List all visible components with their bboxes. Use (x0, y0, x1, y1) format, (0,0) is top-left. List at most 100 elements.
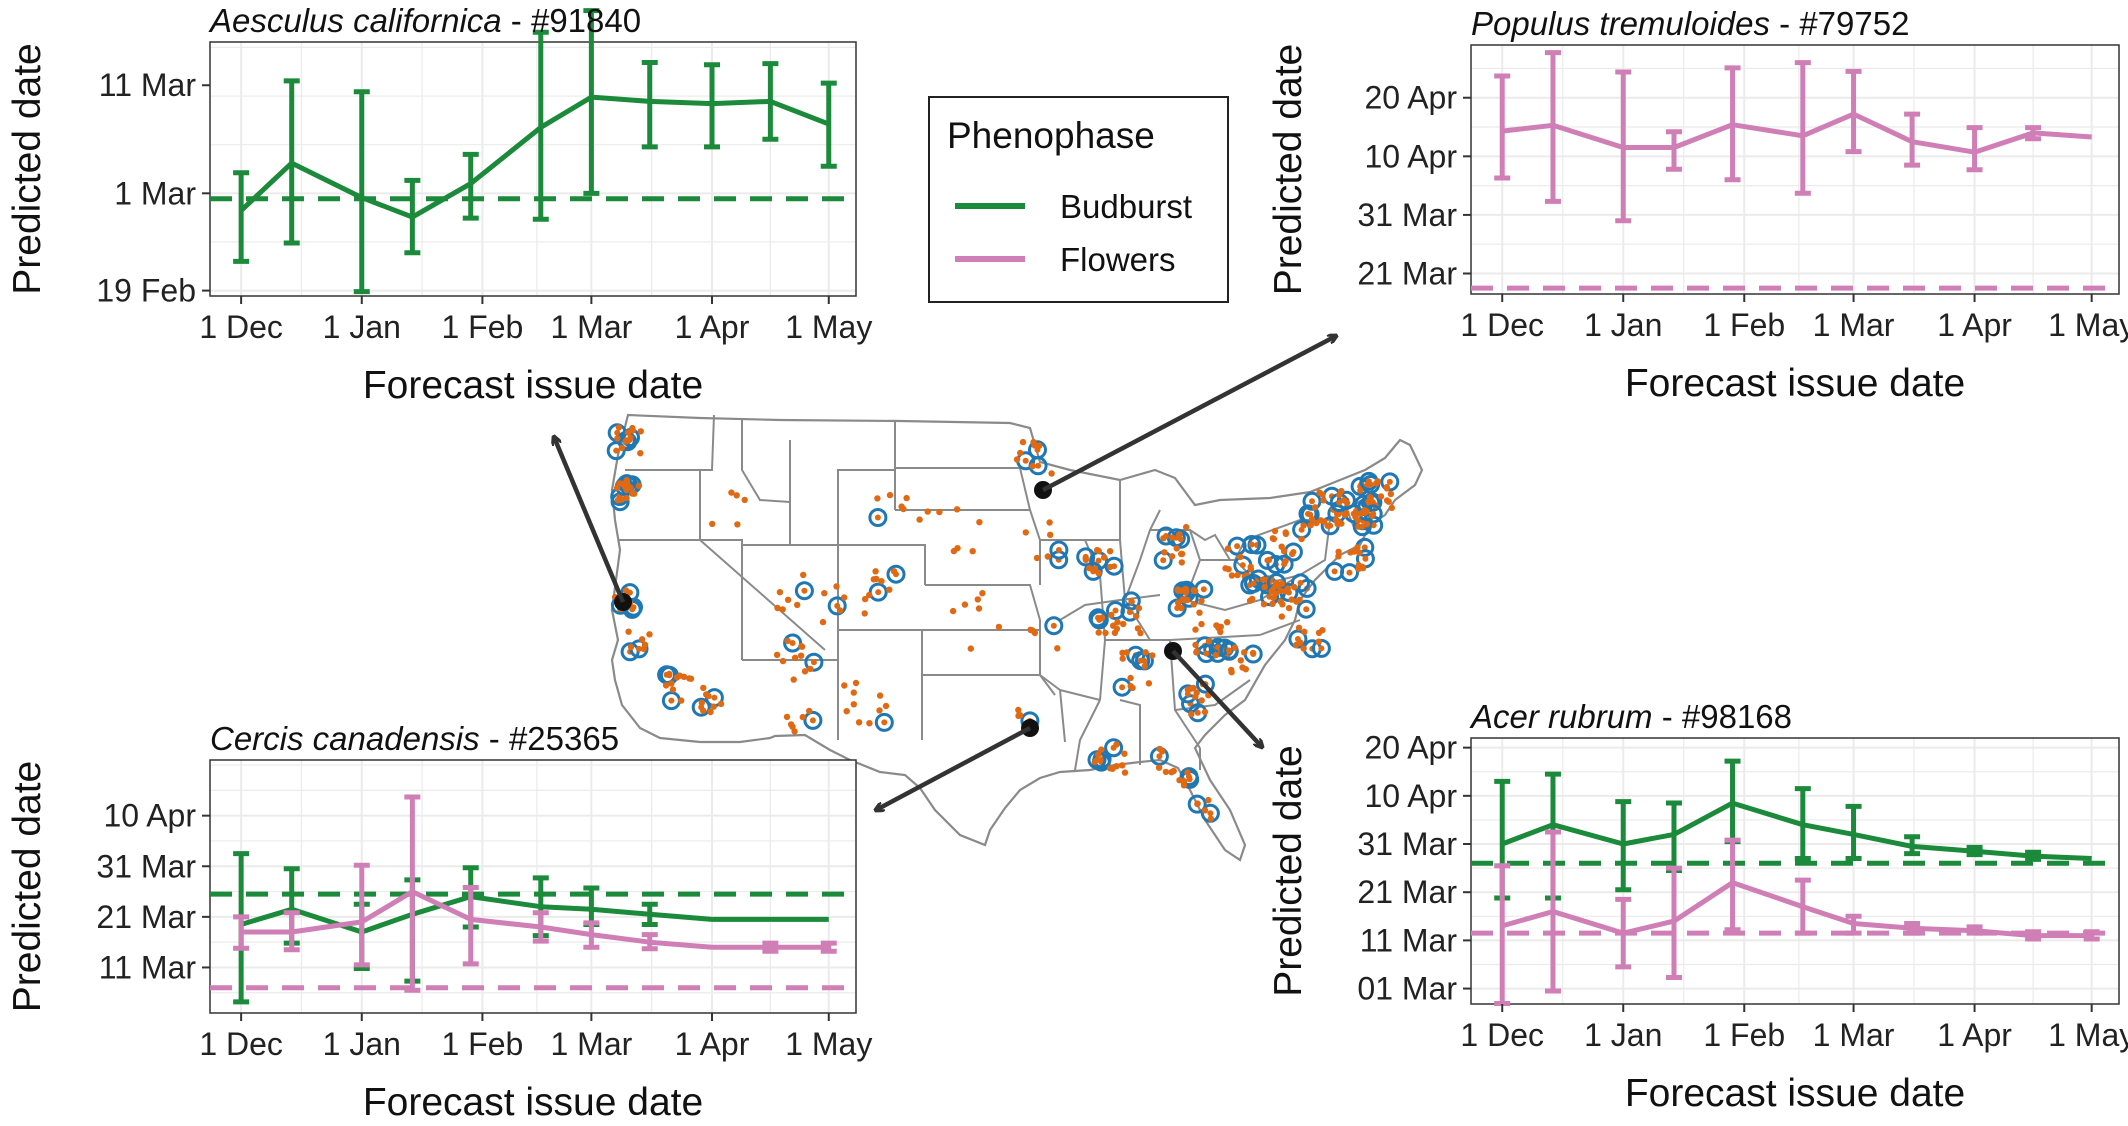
y-tick-label: 10 Apr (1364, 778, 1457, 814)
site-dot (1355, 523, 1362, 530)
species-name: Aesculus californica (208, 2, 502, 39)
site-dot (1054, 645, 1061, 652)
site-dot (680, 673, 688, 680)
site-dot (776, 589, 784, 596)
y-tick-label: 31 Mar (1357, 826, 1457, 862)
site-dot (1288, 596, 1295, 603)
site-dot (874, 514, 881, 521)
x-tick-label: 1 Jan (1584, 307, 1662, 343)
site-dot (711, 694, 718, 701)
site-dot (1224, 619, 1231, 626)
site-dot (1194, 800, 1201, 807)
site-dot (1198, 620, 1205, 628)
site-dot (1215, 624, 1222, 631)
error-bar (641, 60, 658, 150)
site-dot (1293, 598, 1300, 605)
site-dot (1177, 536, 1184, 543)
arrow-to-aesculus (554, 437, 626, 603)
site-dot (1160, 535, 1167, 542)
site-dot (1119, 684, 1126, 691)
series-flowers (1471, 50, 2119, 291)
site-dot (1187, 685, 1195, 692)
site-ring (827, 596, 847, 616)
site-dot (1198, 697, 1205, 704)
site-dot (1129, 684, 1136, 692)
site-dot (669, 686, 677, 693)
site-dot (1277, 598, 1284, 605)
site-dot (1095, 751, 1102, 758)
site-dot (1046, 519, 1053, 526)
y-tick-label: 19 Feb (96, 273, 196, 309)
site-dot (1119, 762, 1126, 769)
y-axis-title: Predicted date (6, 43, 49, 295)
site-dot (1374, 478, 1381, 485)
x-tick-label: 1 Mar (1813, 307, 1895, 343)
x-tick-label: 1 May (2048, 307, 2128, 343)
site-dot (1156, 753, 1163, 760)
site-ring (1291, 573, 1310, 593)
site-dot (1121, 769, 1129, 776)
site-dot (850, 701, 857, 708)
site-dot (1196, 609, 1203, 616)
site-dot (976, 519, 983, 526)
site-dot (1098, 746, 1105, 753)
y-tick-label: 10 Apr (1364, 138, 1457, 174)
site-dot (622, 438, 629, 445)
site-dot (1178, 550, 1186, 558)
site-dot (1319, 627, 1326, 634)
plot-background (210, 42, 856, 296)
site-dot (700, 707, 707, 714)
site-dot (1265, 556, 1273, 564)
site-dot (1170, 767, 1177, 775)
site-dot (967, 645, 974, 652)
site-ring (803, 710, 823, 730)
forecast-line (240, 894, 829, 935)
site-dot (886, 491, 894, 499)
site-dot (707, 708, 714, 716)
site-dot (1336, 499, 1343, 506)
site-dot (1207, 815, 1215, 822)
site-dot (624, 429, 632, 436)
site-dot (1332, 516, 1340, 523)
x-tick-label: 1 Dec (199, 1026, 283, 1062)
site-dot (1300, 522, 1307, 529)
site-dot (1269, 586, 1277, 593)
site-dot (1335, 510, 1342, 518)
site-dot (1173, 545, 1180, 552)
site-dot (890, 568, 898, 575)
error-bar (1494, 863, 1511, 1007)
site-dot (1377, 493, 1385, 500)
site-id: - #91840 (502, 2, 641, 39)
y-tick-label: 1 Mar (114, 175, 196, 211)
site-dot (613, 484, 621, 492)
site-dot (1126, 609, 1133, 616)
site-dot (1346, 569, 1353, 576)
site-dot (1119, 655, 1126, 662)
legend-box (928, 96, 1229, 303)
site-dot (789, 640, 796, 646)
site-dot (1293, 641, 1300, 649)
x-tick-label: 1 Dec (1460, 307, 1544, 343)
site-dot (806, 707, 813, 715)
x-axis-title: Forecast issue date (363, 364, 703, 407)
site-dot (614, 435, 621, 442)
site-dot (1106, 548, 1114, 555)
chart-populus-tremuloides: 1 Dec 1 Jan 1 Feb 1 Mar 1 Apr 1 May 21 Mar 31 M… (1267, 5, 2128, 405)
site-dot (1134, 625, 1142, 632)
site-dot (1035, 462, 1042, 469)
site-dot (1311, 504, 1319, 511)
y-axis-title: Predicted date (1267, 44, 1310, 296)
x-tick-label: 1 May (785, 1026, 872, 1062)
site-dot (773, 651, 781, 658)
site-dot (700, 684, 707, 692)
site-ring (1244, 574, 1263, 593)
site-dot (1137, 629, 1144, 637)
site-dot (1098, 614, 1106, 621)
site-dot (810, 659, 817, 666)
site-dot (1111, 629, 1119, 636)
site-dot (876, 692, 884, 699)
site-ring (1325, 561, 1345, 581)
legend-label-flowers: Flowers (1060, 241, 1176, 278)
site-dot (809, 717, 816, 724)
legend: Phenophase Budburst Flowers (928, 96, 1229, 303)
